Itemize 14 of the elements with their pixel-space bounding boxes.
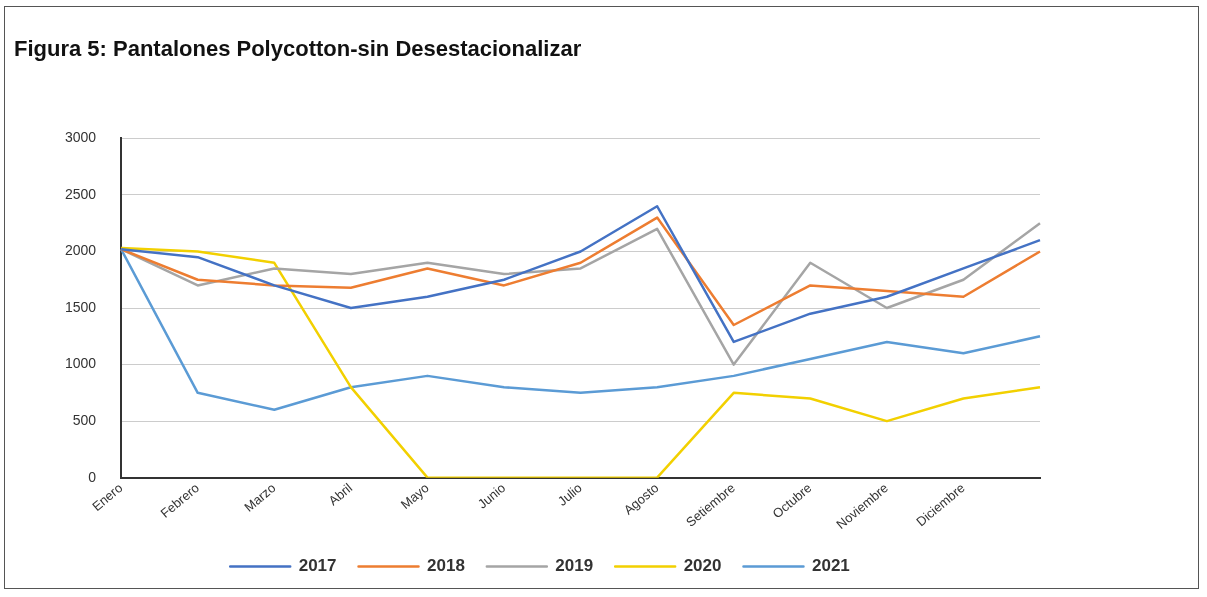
y-tick-label: 1500 (64, 298, 97, 315)
y-tick-label: 3000 (64, 129, 97, 146)
y-tick-label: 2500 (64, 185, 97, 202)
y-tick-label: 0 (88, 468, 97, 485)
chart-title: Figura 5: Pantalones Polycotton-sin Desestacionalizar (14, 36, 582, 62)
y-tick-label: 1000 (64, 355, 97, 372)
y-tick-label: 500 (72, 411, 97, 428)
legend-label: 2018 (427, 556, 465, 576)
legend-label: 2020 (683, 556, 722, 576)
y-tick-label: 2000 (64, 242, 97, 259)
legend-label: 2019 (555, 556, 594, 576)
x-tick-label: Julio (554, 480, 585, 509)
legend-label: 2021 (811, 556, 850, 576)
legend-label: 2017 (298, 556, 337, 576)
